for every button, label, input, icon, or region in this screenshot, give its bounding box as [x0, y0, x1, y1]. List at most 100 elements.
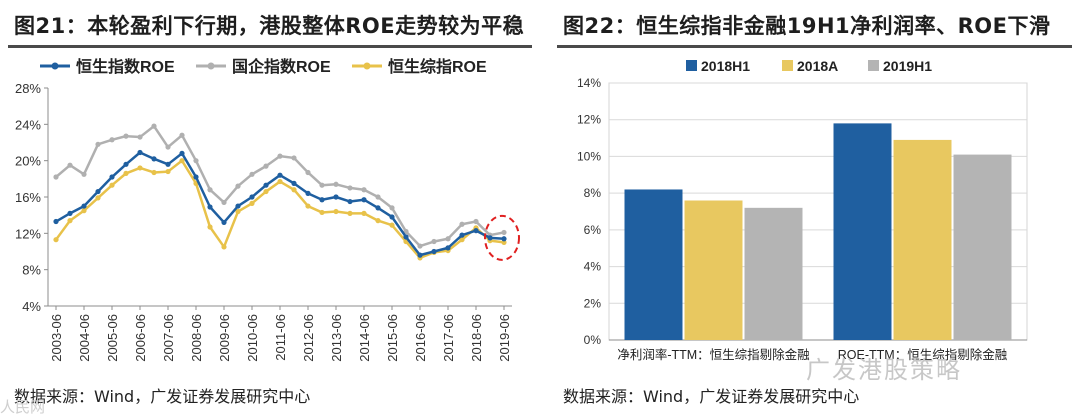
series-point [137, 134, 143, 140]
series-point [109, 174, 115, 180]
legend-label: 2019H1 [883, 58, 932, 74]
series-point [431, 238, 437, 245]
bar [744, 207, 803, 340]
x-tick-label: 2013-06 [329, 314, 344, 362]
series-point [487, 235, 493, 241]
series-point [193, 174, 199, 180]
series-point [291, 155, 297, 161]
series-point [361, 210, 367, 216]
x-tick-label: 2004-06 [77, 314, 92, 362]
series-point [207, 224, 213, 230]
legend-marker [363, 62, 371, 70]
y-tick-label: 6% [584, 223, 602, 237]
x-tick-label: 2006-06 [133, 314, 148, 362]
series-point [235, 183, 241, 189]
legend-swatch [686, 60, 697, 71]
series-point [263, 182, 269, 188]
watermark: 广发港股策略 [806, 356, 962, 384]
series-point [151, 123, 157, 129]
x-tick-label: 2018-06 [469, 314, 484, 362]
series-point [109, 137, 115, 143]
series-point [305, 169, 311, 176]
bar [953, 154, 1012, 340]
series-point [95, 188, 101, 195]
y-tick-label: 12% [15, 226, 41, 241]
x-tick-label: 2011-06 [273, 314, 288, 361]
series-point [389, 222, 395, 228]
series-point [389, 205, 395, 211]
series-point [375, 218, 381, 224]
legend-marker [51, 62, 59, 70]
series-point [473, 228, 479, 234]
series-point [165, 144, 171, 150]
x-tick-label: 2009-06 [217, 314, 232, 362]
series-point [123, 170, 129, 176]
left-data-source: 数据来源：Wind，广发证券发展研究中心 [14, 387, 311, 406]
series-point [417, 243, 423, 249]
series-point [123, 133, 129, 139]
series-point [347, 185, 353, 191]
series-point [459, 232, 465, 238]
x-tick-label: 2019-06 [497, 314, 512, 362]
series-point [137, 165, 143, 171]
series-point [53, 237, 59, 243]
series-point [333, 208, 339, 215]
series-point [81, 208, 87, 214]
legend-label: 恒生综指ROE [388, 57, 487, 76]
series-point [277, 178, 283, 185]
series-point [67, 218, 73, 224]
x-tick-label: 2007-06 [161, 314, 176, 362]
watermark-secondary: 人民网 [0, 398, 46, 416]
x-tick-label: 2003-06 [49, 314, 64, 362]
series-point [193, 158, 199, 164]
series-point [207, 187, 213, 193]
series-point [123, 161, 129, 167]
series-point [333, 181, 339, 187]
series-point [137, 149, 143, 156]
series-point [333, 194, 339, 200]
right-chart-title: 图22：恒生综指非金融19H1净利润率、ROE下滑 [563, 14, 1051, 38]
series-point [207, 204, 213, 210]
series-point [403, 228, 409, 235]
series-point [249, 200, 255, 206]
series-point [263, 163, 269, 169]
legend-label: 2018H1 [701, 58, 750, 74]
x-tick-label: 2016-06 [413, 314, 428, 362]
series-point [221, 244, 227, 250]
series-point [67, 210, 73, 216]
series-point [501, 239, 507, 246]
series-point [459, 221, 465, 227]
series-point [473, 218, 479, 225]
x-tick-label: 2014-06 [357, 314, 372, 362]
series-point [305, 203, 311, 209]
highlight-ellipse [484, 214, 520, 261]
x-tick-label: 2005-06 [105, 314, 120, 362]
legend-swatch [868, 60, 879, 71]
legend-swatch [782, 60, 793, 71]
series-point [221, 219, 227, 226]
series-point [95, 141, 101, 147]
series-point [235, 208, 241, 215]
series-point [431, 248, 437, 255]
series-point [445, 236, 451, 242]
y-tick-label: 4% [584, 260, 602, 274]
series-point [347, 198, 353, 205]
series-point [53, 218, 59, 225]
series-point [291, 187, 297, 193]
series-point [81, 203, 87, 209]
x-tick-label: 2010-06 [245, 314, 260, 362]
series-point [277, 172, 283, 178]
series-point [375, 205, 381, 211]
y-tick-label: 8% [22, 263, 41, 278]
bar [624, 189, 683, 340]
x-tick-label: ROE-TTM：恒生综指剔除金融 [838, 347, 1008, 362]
legend-label: 国企指数ROE [232, 57, 331, 76]
series-point [319, 182, 325, 188]
series-point [305, 190, 311, 196]
series-point [165, 161, 171, 167]
series-point [165, 168, 171, 175]
y-tick-label: 4% [22, 299, 41, 314]
series-point [67, 162, 73, 168]
left-title-rule [8, 45, 532, 48]
series-point [347, 210, 353, 216]
